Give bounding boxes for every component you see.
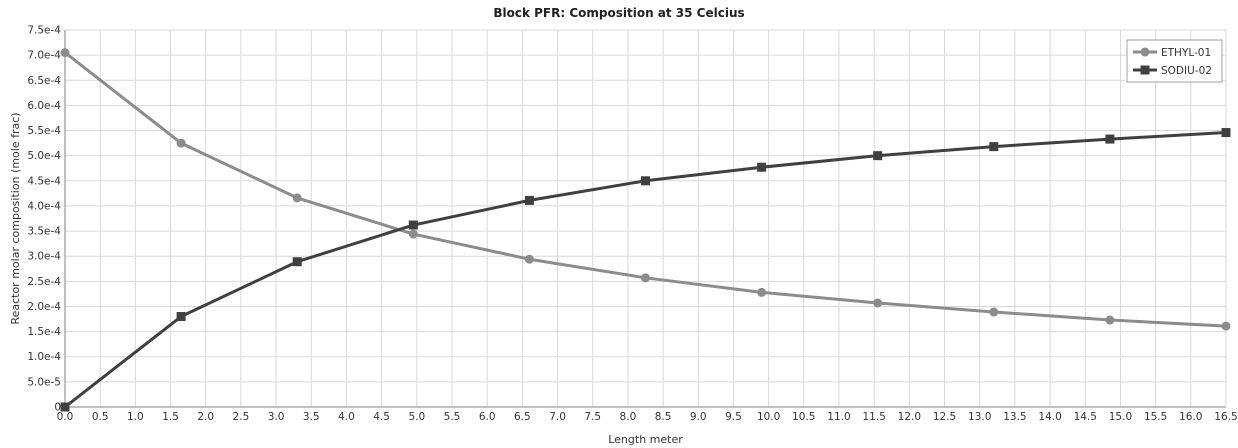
data-point xyxy=(176,138,186,148)
series-line-sodiu-02 xyxy=(64,131,1227,409)
y-tick-label: 5.5e-4 xyxy=(27,125,61,137)
y-tick-label: 7.5e-4 xyxy=(27,25,61,37)
x-tick-label: 15.0 xyxy=(1109,411,1132,423)
data-point xyxy=(641,176,650,186)
x-tick-label: 9.5 xyxy=(725,411,742,423)
y-tick-label: 7.0e-4 xyxy=(27,50,61,62)
x-tick-label: 2.0 xyxy=(197,411,214,423)
x-tick-label: 3.5 xyxy=(303,411,320,423)
y-tick-label: 3.0e-4 xyxy=(27,251,61,263)
data-point xyxy=(524,195,534,205)
x-tick-label: 6.0 xyxy=(479,411,496,423)
y-tick-label: 4.5e-4 xyxy=(27,175,61,187)
y-tick-label: 3.5e-4 xyxy=(27,226,61,238)
legend-marker xyxy=(1140,65,1150,75)
series-sodiu-02 xyxy=(60,128,1231,412)
data-point xyxy=(1105,134,1115,144)
y-tick-label: 6.0e-4 xyxy=(27,100,61,112)
y-tick-label: 6.5e-4 xyxy=(27,75,61,87)
x-tick-label: 11.5 xyxy=(862,411,885,423)
data-point xyxy=(989,142,999,152)
y-tick-label: 2.5e-4 xyxy=(27,276,61,288)
x-tick-label: 13.0 xyxy=(968,411,991,423)
y-axis-label: Reactor molar composition (mole frac) xyxy=(9,112,22,324)
data-point xyxy=(1105,315,1115,325)
x-tick-label: 4.0 xyxy=(338,411,355,423)
series-ethyl-01 xyxy=(60,48,1231,331)
x-tick-label: 3.0 xyxy=(268,411,285,423)
data-point xyxy=(60,48,70,58)
x-axis-label: Length meter xyxy=(608,433,683,446)
x-tick-label: 16.0 xyxy=(1179,411,1202,423)
y-tick-label: 5.0e-4 xyxy=(27,150,61,162)
x-tick-label: 5.0 xyxy=(408,411,425,423)
legend-label-ethyl-01: ETHYL-01 xyxy=(1161,47,1211,59)
data-point xyxy=(873,151,883,161)
data-point xyxy=(60,402,70,412)
data-point xyxy=(408,220,418,230)
x-tick-label: 4.5 xyxy=(373,411,390,423)
data-point xyxy=(1221,321,1231,331)
x-tick-label: 11.0 xyxy=(827,411,850,423)
legend-marker xyxy=(1140,47,1150,57)
data-point xyxy=(292,193,302,203)
data-point xyxy=(989,307,999,317)
x-tick-label: 7.5 xyxy=(584,411,601,423)
data-point xyxy=(408,229,418,239)
data-point xyxy=(873,298,883,308)
legend: ETHYL-01 SODIU-02 xyxy=(1126,39,1223,83)
y-tick-label: 0 xyxy=(54,402,61,414)
x-tick-label: 15.5 xyxy=(1144,411,1167,423)
x-tick-label: 14.5 xyxy=(1074,411,1097,423)
data-point xyxy=(292,257,302,267)
data-point xyxy=(641,273,650,283)
x-tick-label: 12.0 xyxy=(898,411,921,423)
x-tick-label: 6.5 xyxy=(514,411,531,423)
series-line-ethyl-01 xyxy=(64,51,1227,328)
x-tick-label: 8.5 xyxy=(655,411,672,423)
y-tick-label: 1.0e-4 xyxy=(27,351,61,363)
x-tick-label: 14.0 xyxy=(1038,411,1061,423)
x-tick-label: 1.5 xyxy=(162,411,179,423)
x-tick-label: 1.0 xyxy=(127,411,144,423)
x-tick-label: 10.0 xyxy=(757,411,780,423)
x-tick-label: 16.5 xyxy=(1214,411,1237,423)
x-tick-label: 2.5 xyxy=(233,411,250,423)
x-tick-label: 8.0 xyxy=(620,411,637,423)
y-tick-label: 2.0e-4 xyxy=(27,301,61,313)
chart-title: Block PFR: Composition at 35 Celcius xyxy=(493,6,745,20)
x-tick-label: 10.5 xyxy=(792,411,815,423)
data-point xyxy=(1221,128,1231,138)
series-layer xyxy=(60,48,1231,412)
y-tick-label: 1.5e-4 xyxy=(27,326,61,338)
grid xyxy=(64,29,1227,408)
x-tick-label: 13.5 xyxy=(1003,411,1026,423)
y-tick-label: 4.0e-4 xyxy=(27,200,61,212)
legend-box xyxy=(1126,39,1223,83)
data-point xyxy=(176,312,186,322)
x-tick-label: 7.0 xyxy=(549,411,566,423)
axes: 0.0 0.5 1.0 1.5 2.0 2.5 3.0 3.5 4.0 4.5 5.0 5.5 6.0 6… xyxy=(27,25,1237,424)
x-tick-label: 0.0 xyxy=(57,411,74,423)
x-tick-label: 9.0 xyxy=(690,411,707,423)
x-tick-label: 5.5 xyxy=(444,411,461,423)
legend-label-sodiu-02: SODIU-02 xyxy=(1161,65,1212,77)
y-tick-label: 5.0e-5 xyxy=(27,376,61,388)
data-point xyxy=(757,162,767,172)
x-tick-label: 0.5 xyxy=(92,411,109,423)
data-point xyxy=(757,287,767,297)
data-point xyxy=(524,254,534,264)
x-tick-label: 12.5 xyxy=(933,411,956,423)
